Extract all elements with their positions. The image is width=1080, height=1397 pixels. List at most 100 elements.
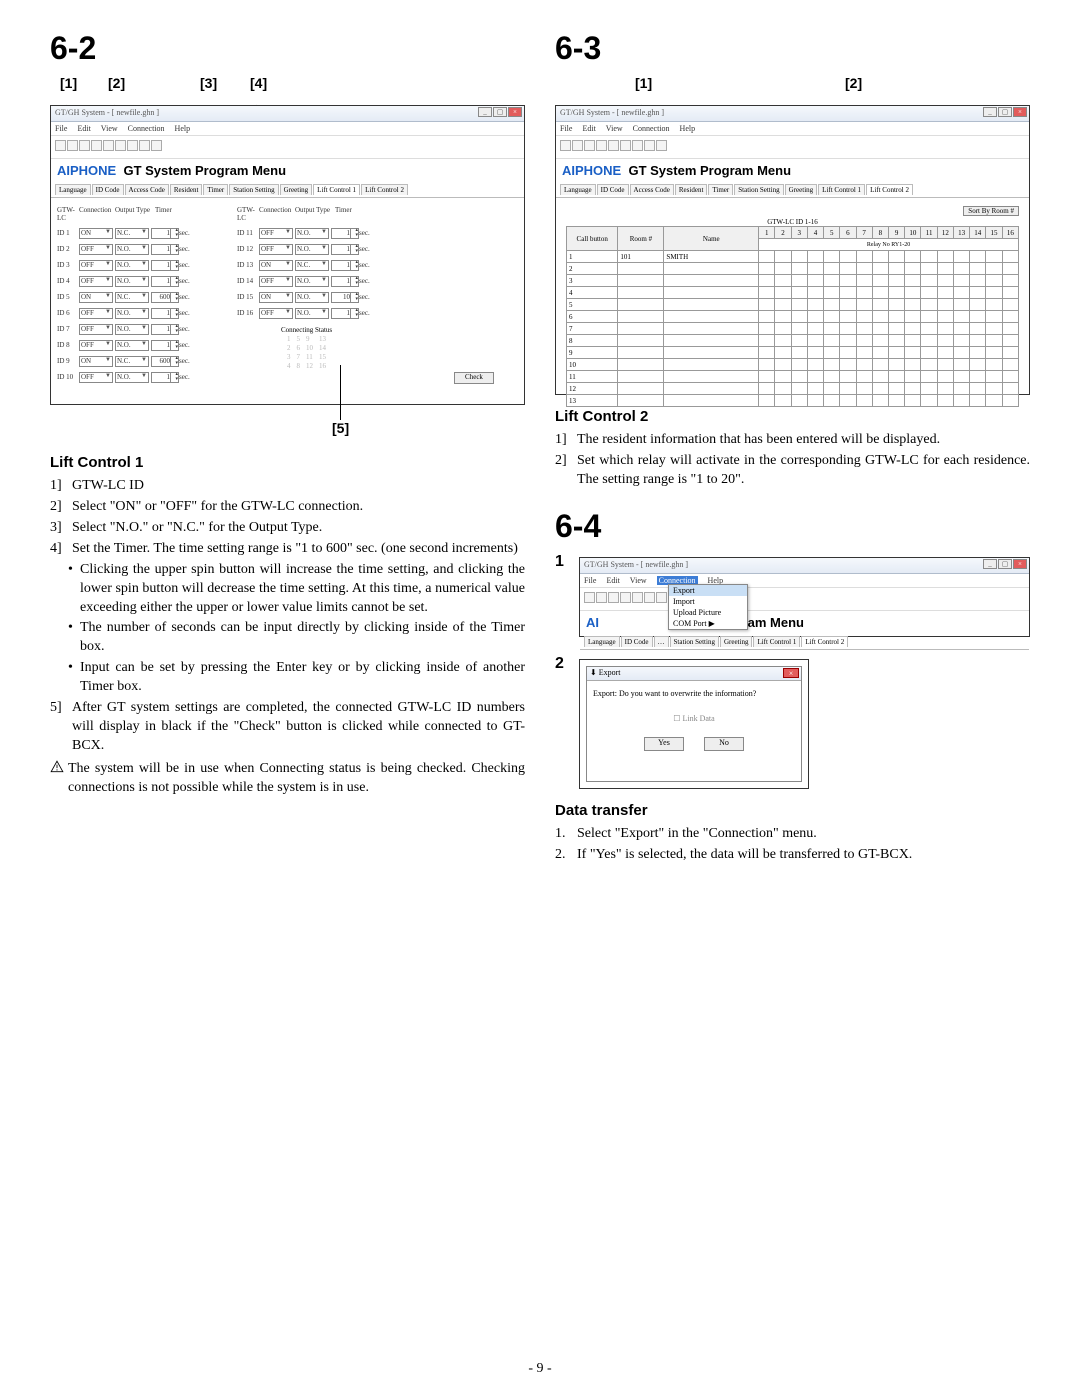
warning-icon bbox=[50, 760, 68, 798]
yes-button[interactable]: Yes bbox=[644, 737, 684, 751]
timer-spin[interactable]: 1 bbox=[151, 244, 179, 255]
table-row: 4 bbox=[567, 287, 1019, 299]
close-icon: × bbox=[508, 107, 522, 117]
export-dialog: ⬇ Export× Export: Do you want to overwri… bbox=[586, 666, 802, 782]
table-row: 1101SMITH bbox=[567, 251, 1019, 263]
table-row: 3 bbox=[567, 275, 1019, 287]
step-1: 1 bbox=[555, 553, 579, 571]
output-select[interactable]: N.O. bbox=[295, 292, 329, 303]
connection-select[interactable]: ON bbox=[259, 292, 293, 303]
table-row: 8 bbox=[567, 335, 1019, 347]
connection-select[interactable]: OFF bbox=[259, 276, 293, 287]
connection-select[interactable]: ON bbox=[79, 356, 113, 367]
timer-spin[interactable]: 1 bbox=[331, 244, 359, 255]
tabs: LanguageID CodeAccess CodeResidentTimerS… bbox=[51, 182, 524, 198]
output-select[interactable]: N.C. bbox=[295, 260, 329, 271]
timer-spin[interactable]: 1 bbox=[331, 260, 359, 271]
connection-select[interactable]: OFF bbox=[79, 260, 113, 271]
body-text-64: Data transfer 1.Select "Export" in the "… bbox=[555, 801, 1030, 865]
callout-labels-63: [1] [2] bbox=[555, 75, 1030, 101]
lc1-row: ID 10 OFF N.O. 1 sec. bbox=[57, 369, 217, 385]
timer-spin[interactable]: 1 bbox=[331, 276, 359, 287]
timer-spin[interactable]: 1 bbox=[331, 308, 359, 319]
output-select[interactable]: N.O. bbox=[115, 324, 149, 335]
connecting-status: Connecting Status 1591326101437111548121… bbox=[281, 326, 332, 371]
timer-spin[interactable]: 1 bbox=[331, 228, 359, 239]
connection-select[interactable]: OFF bbox=[79, 244, 113, 255]
column-right: 6-3 [1] [2] GT/GH System - [ newfile.ghn… bbox=[555, 30, 1030, 867]
connection-select[interactable]: OFF bbox=[259, 228, 293, 239]
page-number: - 9 - bbox=[0, 1361, 1080, 1377]
callout-5: [5] bbox=[332, 420, 349, 436]
menubar: FileEditViewConnectionHelp bbox=[51, 122, 524, 136]
timer-spin[interactable]: 1 bbox=[151, 276, 179, 287]
lc1-row: ID 7 OFF N.O. 1 sec. bbox=[57, 321, 217, 337]
section-number-63: 6-3 bbox=[555, 30, 1030, 67]
lc1-row: ID 13 ON N.C. 1 sec. bbox=[237, 257, 397, 273]
lc1-row: ID 1 ON N.C. 1 sec. bbox=[57, 225, 217, 241]
output-select[interactable]: N.C. bbox=[115, 292, 149, 303]
check-button[interactable]: Check bbox=[454, 372, 494, 384]
timer-spin[interactable]: 1 bbox=[151, 372, 179, 383]
connection-select[interactable]: ON bbox=[79, 228, 113, 239]
section-number-64: 6-4 bbox=[555, 508, 1030, 545]
lc1-row: ID 9 ON N.C. 600 sec. bbox=[57, 353, 217, 369]
output-select[interactable]: N.O. bbox=[295, 308, 329, 319]
connection-select[interactable]: OFF bbox=[259, 244, 293, 255]
connection-select[interactable]: OFF bbox=[259, 308, 293, 319]
timer-spin[interactable]: 600 bbox=[151, 292, 179, 303]
lc1-row: ID 15 ON N.O. 10 sec. bbox=[237, 289, 397, 305]
table-row: 10 bbox=[567, 359, 1019, 371]
output-select[interactable]: N.O. bbox=[295, 244, 329, 255]
table-row: 9 bbox=[567, 347, 1019, 359]
lc2-grid: Sort By Room # GTW-LC ID 1-16 Call butto… bbox=[566, 206, 1019, 407]
table-row: 13 bbox=[567, 395, 1019, 407]
timer-spin[interactable]: 10 bbox=[331, 292, 359, 303]
lc1-row: ID 5 ON N.C. 600 sec. bbox=[57, 289, 217, 305]
connection-select[interactable]: OFF bbox=[79, 372, 113, 383]
output-select[interactable]: N.O. bbox=[115, 372, 149, 383]
no-button[interactable]: No bbox=[704, 737, 744, 751]
timer-spin[interactable]: 1 bbox=[151, 324, 179, 335]
connection-dropdown: Export Import Upload Picture COM Port ▶ bbox=[668, 584, 748, 630]
output-select[interactable]: N.O. bbox=[295, 228, 329, 239]
lc1-row: ID 3 OFF N.O. 1 sec. bbox=[57, 257, 217, 273]
step-2: 2 bbox=[555, 655, 579, 673]
screenshot-export-dialog: ⬇ Export× Export: Do you want to overwri… bbox=[579, 659, 809, 789]
timer-spin[interactable]: 1 bbox=[151, 340, 179, 351]
connection-select[interactable]: OFF bbox=[79, 308, 113, 319]
section-number: 6-2 bbox=[50, 30, 525, 67]
table-row: 6 bbox=[567, 311, 1019, 323]
output-select[interactable]: N.O. bbox=[115, 308, 149, 319]
output-select[interactable]: N.O. bbox=[115, 276, 149, 287]
timer-spin[interactable]: 1 bbox=[151, 228, 179, 239]
timer-spin[interactable]: 600 bbox=[151, 356, 179, 367]
output-select[interactable]: N.O. bbox=[115, 260, 149, 271]
connection-select[interactable]: ON bbox=[79, 292, 113, 303]
table-row: 7 bbox=[567, 323, 1019, 335]
min-icon: _ bbox=[478, 107, 492, 117]
output-select[interactable]: N.O. bbox=[115, 244, 149, 255]
lc1-row: ID 6 OFF N.O. 1 sec. bbox=[57, 305, 217, 321]
app-title: AIPHONE GT System Program Menu bbox=[51, 159, 524, 182]
table-row: 2 bbox=[567, 263, 1019, 275]
screenshot-export-menu: GT/GH System - [ newfile.ghn ]_▢× FileEd… bbox=[579, 557, 1030, 637]
screenshot-lift-control-2: GT/GH System - [ newfile.ghn ]_▢× FileEd… bbox=[555, 105, 1030, 395]
timer-spin[interactable]: 1 bbox=[151, 308, 179, 319]
connection-select[interactable]: ON bbox=[259, 260, 293, 271]
lc1-row: ID 4 OFF N.O. 1 sec. bbox=[57, 273, 217, 289]
lc1-row: ID 14 OFF N.O. 1 sec. bbox=[237, 273, 397, 289]
timer-spin[interactable]: 1 bbox=[151, 260, 179, 271]
sort-button[interactable]: Sort By Room # bbox=[963, 206, 1019, 216]
connection-select[interactable]: OFF bbox=[79, 340, 113, 351]
output-select[interactable]: N.C. bbox=[115, 356, 149, 367]
lc1-row: ID 8 OFF N.O. 1 sec. bbox=[57, 337, 217, 353]
connection-select[interactable]: OFF bbox=[79, 276, 113, 287]
table-row: 12 bbox=[567, 383, 1019, 395]
output-select[interactable]: N.O. bbox=[115, 340, 149, 351]
output-select[interactable]: N.C. bbox=[115, 228, 149, 239]
lc1-row: ID 12 OFF N.O. 1 sec. bbox=[237, 241, 397, 257]
output-select[interactable]: N.O. bbox=[295, 276, 329, 287]
table-row: 11 bbox=[567, 371, 1019, 383]
connection-select[interactable]: OFF bbox=[79, 324, 113, 335]
